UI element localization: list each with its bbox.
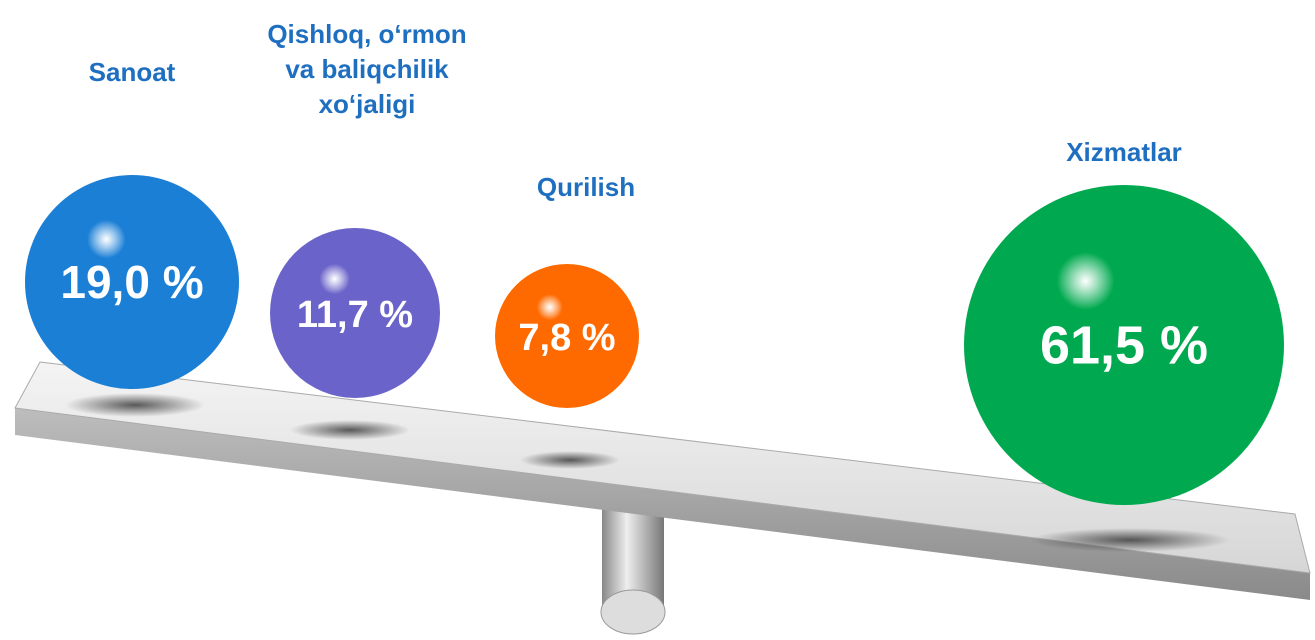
- value-label: 19,0 %: [60, 256, 203, 308]
- value-label: 11,7 %: [297, 294, 413, 336]
- bubble: [495, 264, 639, 408]
- value-label: 7,8 %: [518, 317, 615, 359]
- category-label: Qishloq, o‘rmon va baliqchilik xo‘jaligi: [267, 19, 467, 119]
- bubble: [270, 228, 440, 398]
- category-label: Sanoat: [88, 57, 176, 87]
- bubble: [964, 185, 1284, 505]
- category-label: Xizmatlar: [1066, 137, 1182, 167]
- bubble: [25, 175, 239, 389]
- seesaw: [14, 361, 1311, 635]
- value-label: 61,5 %: [1040, 315, 1208, 375]
- category-label: Qurilish: [536, 172, 636, 202]
